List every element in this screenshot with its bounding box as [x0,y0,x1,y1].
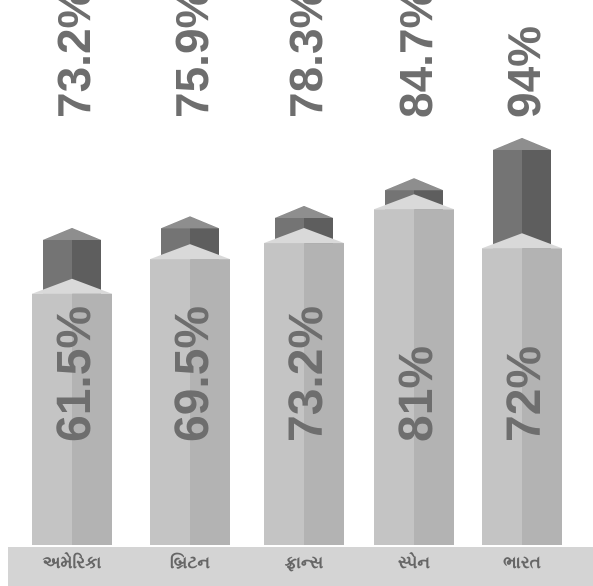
inner-bar-side-0 [72,293,112,545]
inner-bar-front-2 [264,243,304,545]
inner-bar-cap-2 [264,228,344,244]
inner-bar-side-2 [304,243,344,545]
inner-bar-cap-0 [32,278,112,294]
inner-bar-side-1 [190,259,230,545]
outer-bar-cap-3 [385,178,443,191]
inner-bar-side-3 [414,209,454,545]
outer-value-label-4: 94% [498,26,550,118]
outer-bar-cap-2 [275,205,333,218]
outer-value-label-3: 84.7% [390,0,442,118]
inner-bar-cap-3 [374,194,454,210]
category-label-4: ભારત [503,553,541,573]
category-label-0: અમેરિકા [42,553,102,573]
outer-value-label-0: 73.2% [48,0,100,118]
category-label-1: બ્રિટન [169,553,211,573]
outer-bar-cap-4 [493,137,551,150]
inner-bar-cap-1 [150,244,230,260]
outer-value-label-1: 75.9% [166,0,218,118]
inner-bar-front-1 [150,259,190,545]
inner-bar-cap-4 [482,233,562,249]
category-label-2: ફ્રાન્સ [284,553,324,573]
inner-bar-front-4 [482,248,522,546]
outer-bar-body-4 [493,149,522,249]
category-band [8,547,593,586]
inner-bar-front-0 [32,293,72,545]
outer-value-label-2: 78.3% [280,0,332,118]
inner-value-label-1: 69.5% [166,306,219,442]
inner-value-label-2: 73.2% [280,306,333,442]
inner-value-label-3: 81% [390,346,443,442]
outer-bar-cap-0 [43,228,101,241]
inner-value-label-0: 61.5% [48,306,101,442]
outer-bar-side-4 [522,137,551,257]
category-label-3: સ્પેન [397,553,431,573]
inner-value-label-4: 72% [498,346,551,442]
inner-bar-side-4 [522,248,562,546]
outer-bar-cap-1 [161,216,219,229]
inner-bar-front-3 [374,209,414,545]
